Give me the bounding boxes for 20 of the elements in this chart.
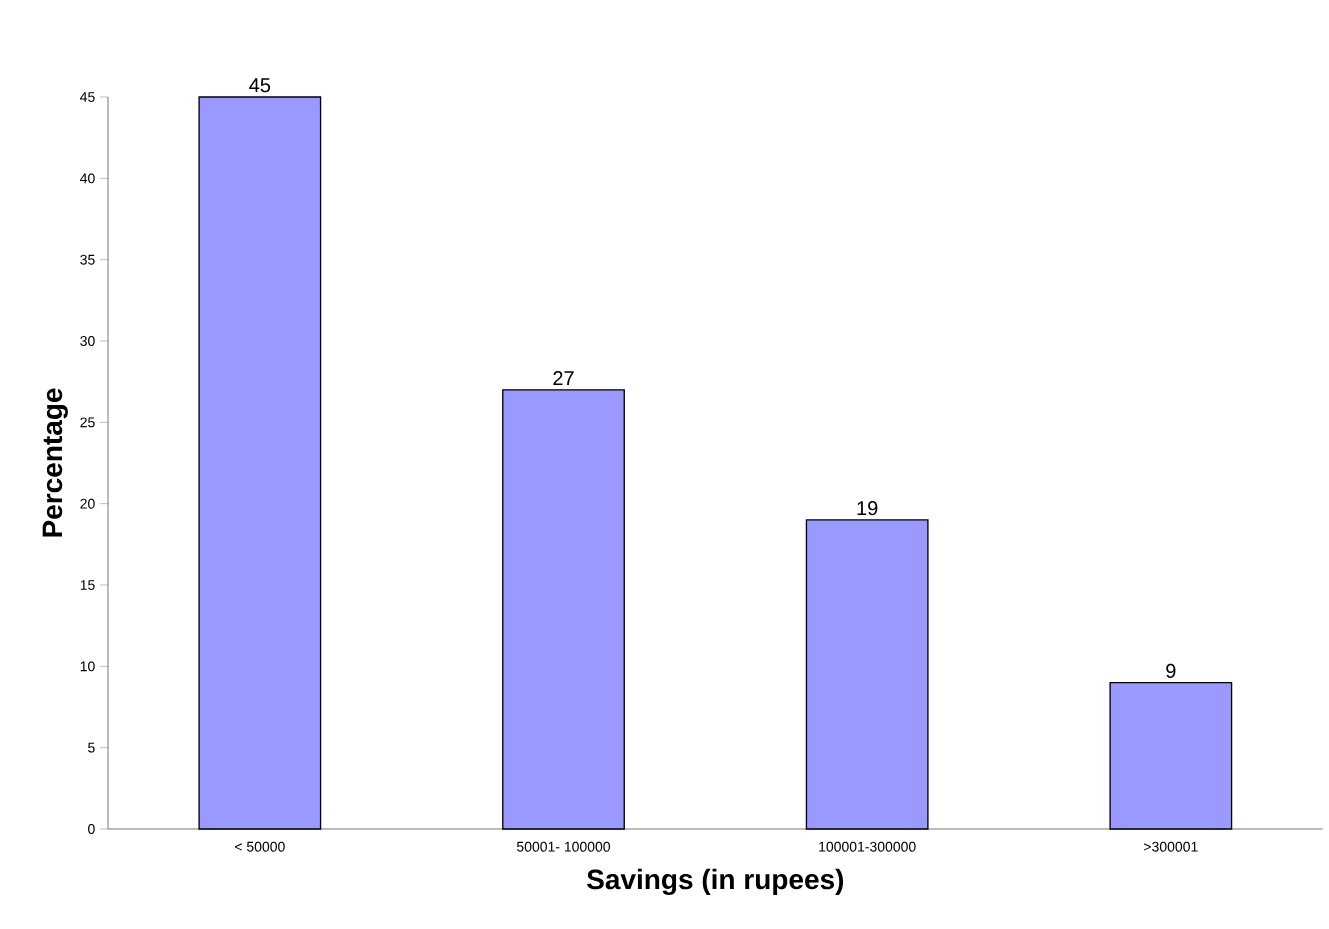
y-tick-label: 20 — [80, 498, 95, 509]
y-axis-title: Percentage — [42, 388, 68, 537]
data-label: 27 — [553, 371, 574, 386]
data-label: 45 — [249, 78, 271, 93]
y-tick-label: 40 — [80, 173, 95, 184]
data-label: 9 — [1166, 663, 1176, 678]
y-tick-label: 30 — [80, 336, 95, 346]
data-label: 19 — [857, 501, 878, 516]
y-tick-label: 25 — [80, 417, 95, 428]
x-axis-title: Savings (in rupees) — [587, 868, 844, 895]
y-tick-label: 15 — [80, 580, 95, 590]
x-tick-label: < 50000 — [235, 841, 285, 852]
y-tick-label: 45 — [80, 92, 95, 102]
x-tick-label: 50001- 100000 — [516, 841, 611, 852]
y-tick-label: 0 — [88, 824, 95, 834]
y-tick-label: 5 — [88, 742, 95, 753]
y-tick-label: 35 — [80, 254, 95, 265]
x-tick-label: 100001-300000 — [819, 841, 916, 852]
x-tick-label: >300001 — [1144, 841, 1198, 852]
y-tick-label: 10 — [80, 661, 95, 672]
